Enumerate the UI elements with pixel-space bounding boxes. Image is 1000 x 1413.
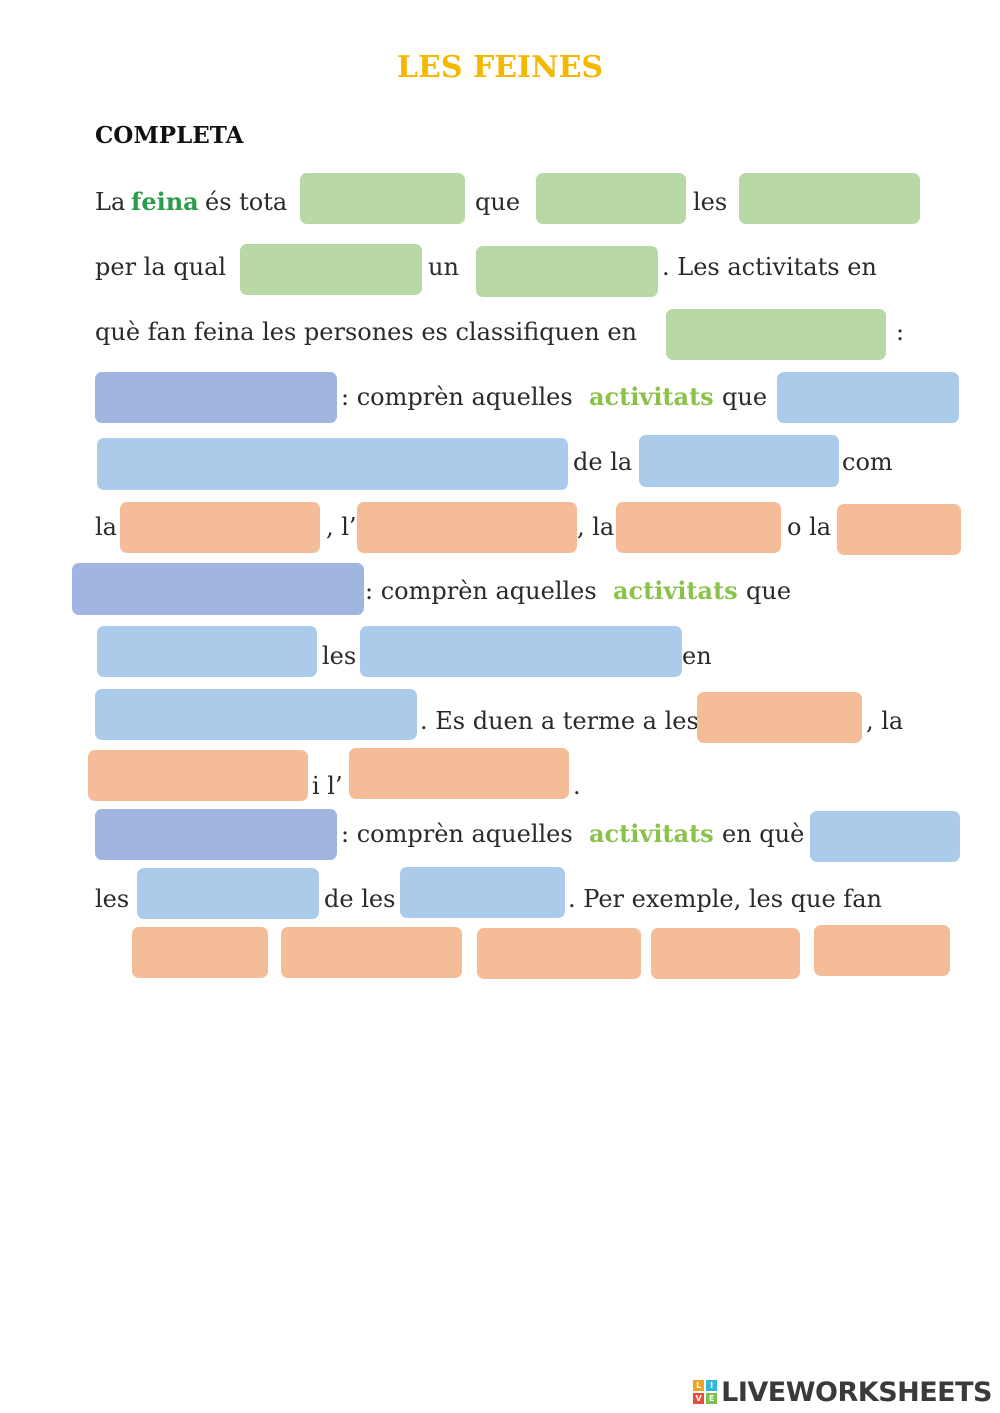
answer-input[interactable] — [476, 246, 658, 297]
example-input[interactable] — [281, 927, 462, 978]
text-fragment: : comprèn aquelles — [341, 383, 573, 411]
example-input[interactable] — [616, 502, 781, 553]
text-fragment: un — [428, 253, 459, 281]
brand-wordmark: LIVEWORKSHEETS — [721, 1376, 992, 1408]
answer-input[interactable] — [536, 173, 686, 224]
answer-input[interactable] — [97, 438, 568, 490]
answer-input[interactable] — [777, 372, 959, 423]
text-fragment: què fan feina les persones es classifiqu… — [95, 318, 637, 346]
example-input[interactable] — [697, 692, 862, 743]
example-input[interactable] — [357, 502, 577, 553]
answer-input[interactable] — [300, 173, 465, 224]
text-fragment: . Es duen a terme a les — [420, 707, 699, 735]
text-fragment: , la — [866, 707, 904, 735]
example-input[interactable] — [837, 504, 961, 555]
example-input[interactable] — [132, 927, 268, 978]
instruction-heading: COMPLETA — [95, 122, 244, 149]
text-fragment: : comprèn aquelles — [365, 577, 597, 605]
text-fragment: en — [682, 642, 712, 670]
answer-input[interactable] — [137, 868, 319, 919]
text-fragment: en què — [722, 820, 805, 848]
text-fragment: : comprèn aquelles — [341, 820, 573, 848]
sector-name-input[interactable] — [95, 809, 337, 860]
logo-letter: L — [693, 1380, 705, 1391]
text-fragment: de les — [324, 885, 396, 913]
liveworksheets-logo-icon: L I V E — [693, 1380, 718, 1404]
example-input[interactable] — [88, 750, 308, 801]
text-fragment: que — [722, 383, 768, 411]
keyword-activitats: activitats — [589, 819, 714, 848]
text-fragment: que — [475, 188, 521, 216]
answer-input[interactable] — [240, 244, 422, 295]
text-fragment: i l’ — [312, 772, 343, 800]
example-input[interactable] — [477, 928, 641, 979]
text-fragment: . — [573, 772, 581, 800]
text-fragment: per la qual — [95, 253, 227, 281]
example-input[interactable] — [349, 748, 569, 799]
page-title: LES FEINES — [396, 50, 604, 85]
text-fragment: de la — [573, 448, 633, 476]
text-fragment: , la — [577, 513, 615, 541]
keyword-activitats: activitats — [589, 382, 714, 411]
sector-name-input[interactable] — [95, 372, 337, 423]
text-fragment: : — [896, 318, 905, 346]
keyword-feina: feina — [131, 187, 199, 216]
text-fragment: la — [95, 513, 117, 541]
answer-input[interactable] — [400, 867, 565, 918]
text-fragment: les — [95, 885, 130, 913]
keyword-activitats: activitats — [613, 576, 738, 605]
text-fragment: és tota — [205, 188, 288, 216]
text-fragment: . Les activitats en — [662, 253, 877, 281]
example-input[interactable] — [814, 925, 950, 976]
answer-input[interactable] — [95, 689, 417, 740]
answer-input[interactable] — [639, 435, 839, 487]
text-fragment: o la — [787, 513, 832, 541]
text-fragment: La — [95, 188, 126, 216]
text-fragment: les — [322, 642, 357, 670]
text-fragment: que — [746, 577, 792, 605]
answer-input[interactable] — [666, 309, 886, 360]
logo-letter: E — [706, 1393, 718, 1404]
logo-letter: V — [693, 1393, 705, 1404]
text-fragment: les — [693, 188, 728, 216]
answer-input[interactable] — [810, 811, 960, 862]
text-fragment: . Per exemple, les que fan — [568, 885, 882, 913]
text-fragment: , l’ — [326, 513, 357, 541]
answer-input[interactable] — [97, 626, 317, 677]
logo-letter: I — [706, 1380, 718, 1391]
answer-input[interactable] — [739, 173, 920, 224]
sector-name-input[interactable] — [72, 563, 364, 615]
example-input[interactable] — [651, 928, 800, 979]
example-input[interactable] — [120, 502, 320, 553]
answer-input[interactable] — [360, 626, 682, 677]
text-fragment: com — [842, 448, 893, 476]
liveworksheets-brand: L I V E LIVEWORKSHEETS — [693, 1374, 992, 1410]
